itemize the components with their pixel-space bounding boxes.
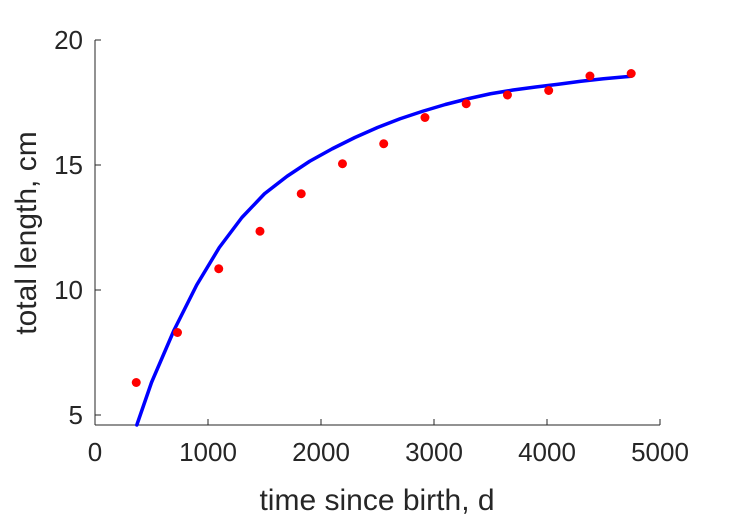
- x-tick-label: 2000: [292, 437, 350, 467]
- y-tick-label: 10: [54, 275, 83, 305]
- x-tick-label: 3000: [405, 437, 463, 467]
- data-point: [544, 86, 554, 95]
- data-point: [172, 328, 182, 337]
- fit-curve: [135, 74, 633, 427]
- plot-points: [131, 69, 636, 387]
- data-point: [214, 264, 224, 274]
- y-ticks: 5 10 15 20: [54, 25, 101, 430]
- x-tick-label: 5000: [631, 437, 689, 467]
- data-point: [296, 189, 306, 199]
- y-tick-label: 15: [54, 150, 83, 180]
- x-ticks: 0 1000 2000 3000 4000 5000: [88, 419, 689, 467]
- data-point: [379, 139, 389, 149]
- y-tick-label: 20: [54, 25, 83, 55]
- x-tick-label: 4000: [518, 437, 576, 467]
- y-tick-label: 5: [69, 400, 83, 430]
- data-point: [626, 69, 636, 78]
- data-point: [585, 71, 595, 81]
- data-point: [502, 90, 512, 100]
- data-point: [461, 99, 471, 109]
- data-point: [255, 226, 265, 236]
- plot-lines: [135, 74, 633, 427]
- data-point: [337, 159, 347, 169]
- axes: [94, 40, 660, 426]
- data-point: [420, 113, 430, 122]
- data-point: [131, 378, 141, 387]
- x-tick-label: 0: [88, 437, 102, 467]
- x-axis-label: time since birth, d: [259, 484, 494, 517]
- x-tick-label: 1000: [179, 437, 237, 467]
- y-axis-label: total length, cm: [10, 131, 43, 334]
